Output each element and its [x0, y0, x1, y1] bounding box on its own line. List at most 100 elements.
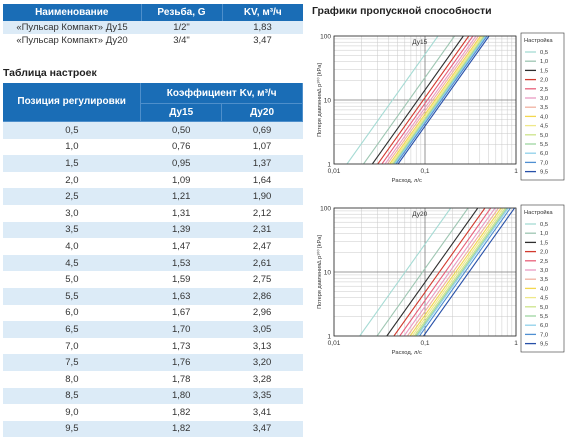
cell-kv-du15: 1,47 — [171, 240, 191, 252]
table-row: 8,0 1,78 3,28 — [3, 371, 303, 388]
cell-kv-du15: 1,82 — [171, 406, 191, 418]
legend-label: 5,5 — [540, 142, 548, 148]
cell-position: 1,0 — [65, 141, 79, 153]
col-kv-group-header: Коэффициент Kv, м³/ч — [140, 83, 303, 104]
cell-kv-du20: 2,96 — [252, 307, 272, 319]
cell-kv-du20: 2,75 — [252, 274, 272, 286]
legend-label: 3,5 — [540, 105, 548, 111]
cell-kv-du15: 0,76 — [171, 141, 191, 153]
x-tick-label: 0,1 — [420, 168, 429, 175]
col-thread-header: Резьба, G — [141, 4, 223, 21]
cell-kv-du20: 3,28 — [252, 373, 272, 385]
cell-kv-du15: 1,70 — [140, 321, 222, 338]
cell-position: 8,5 — [3, 387, 141, 405]
table-row: 4,0 1,47 2,47 — [3, 238, 303, 255]
table-row: «Пульсар Компакт» Ду15 1/2" 1,83 — [3, 21, 303, 34]
col-du20-header: Ду20 — [221, 103, 303, 122]
table-row: 5,5 1,63 2,86 — [3, 287, 303, 305]
x-tick-label: 0,01 — [328, 168, 341, 175]
y-tick-label: 1 — [327, 334, 331, 341]
series-line — [363, 36, 455, 164]
table-row: 7,0 1,73 3,13 — [3, 338, 303, 355]
series-group — [359, 208, 515, 336]
series-line — [393, 208, 486, 336]
legend-label: 2,5 — [540, 259, 548, 265]
table-row: 8,5 1,80 3,35 — [3, 387, 303, 405]
series-line — [392, 36, 485, 164]
table-row: «Пульсар Компакт» Ду20 3/4" 3,47 — [3, 34, 303, 47]
product-table: Наименование Резьба, G KV, м³/ч «Пульсар… — [3, 4, 303, 47]
col-kv-header: KV, м³/ч — [222, 4, 303, 21]
cell-kv-du15: 1,67 — [171, 307, 191, 319]
series-line — [419, 208, 511, 336]
cell-kv-du20: 2,47 — [252, 240, 272, 252]
legend-label: 5,0 — [540, 133, 548, 139]
cell-kv: 3,47 — [253, 35, 272, 46]
x-axis-label: Расход, л/с — [392, 178, 422, 184]
cell-position: 9,0 — [65, 406, 79, 418]
legend-label: 9,5 — [540, 342, 548, 348]
table-row: 2,0 1,09 1,64 — [3, 172, 303, 189]
table-row: 9,0 1,82 3,41 — [3, 404, 303, 421]
cell-kv-du15: 1,78 — [171, 373, 191, 385]
cell-position: 7,5 — [3, 354, 141, 371]
chart-du20: Ду20 0,01 0,1 1 1 10 100 Расход, л/с Потеря давл… — [316, 204, 565, 356]
series-line — [346, 36, 439, 164]
chart-title: Ду20 — [412, 211, 427, 218]
col-name-header: Наименование — [3, 4, 142, 21]
legend-label: 4,0 — [540, 286, 548, 292]
cell-position: 3,0 — [65, 207, 79, 219]
plot-frame — [333, 207, 517, 337]
cell-kv-du15: 1,53 — [140, 254, 222, 272]
series-line — [399, 208, 492, 336]
settings-table-title: Таблица настроек — [3, 67, 97, 79]
cell-kv-du20: 3,47 — [221, 420, 303, 437]
legend-title: Настройка — [524, 209, 553, 216]
legend-label: 5,0 — [540, 305, 548, 311]
legend-label: 4,0 — [540, 114, 548, 120]
cell-kv-du15: 1,09 — [171, 174, 191, 186]
series-line — [393, 36, 486, 164]
cell-kv-du20: 3,35 — [221, 387, 303, 405]
cell-position: 2,5 — [3, 188, 141, 205]
settings-table: Позиция регулировки Коэффициент Kv, м³/ч… — [3, 83, 303, 437]
legend-title: Настройка — [524, 37, 553, 44]
cell-kv-du20: 2,31 — [221, 221, 303, 239]
x-axis-label: Расход, л/с — [392, 350, 422, 356]
table-row: 1,5 0,95 1,37 — [3, 155, 303, 172]
table-row: 9,5 1,82 3,47 — [3, 420, 303, 437]
series-line — [386, 36, 479, 164]
y-tick-label: 1 — [327, 162, 331, 169]
series-line — [394, 36, 487, 164]
y-tick-label: 10 — [324, 270, 332, 277]
legend-label: 4,5 — [540, 296, 548, 302]
y-axis-label: Потеря давления∆ p¹⁰⁰ [kPa] — [316, 63, 323, 137]
cell-kv-du15: 1,76 — [140, 354, 222, 371]
y-axis-label: Потеря давления∆ p¹⁰⁰ [kPa] — [316, 235, 323, 309]
cell-kv-du15: 1,82 — [140, 420, 222, 437]
table-row: 7,5 1,76 3,20 — [3, 354, 303, 371]
cell-position: 6,0 — [65, 307, 79, 319]
cell-kv-du15: 1,63 — [140, 287, 222, 305]
legend-label: 1,0 — [540, 59, 548, 65]
cell-kv-du15: 0,95 — [140, 155, 222, 172]
table-row: 1,0 0,76 1,07 — [3, 139, 303, 156]
x-tick-label: 1 — [514, 340, 518, 347]
col-du15-header: Ду15 — [140, 103, 223, 122]
settings-table-subheader: Ду15 Ду20 — [3, 103, 303, 122]
cell-kv-du20: 1,64 — [252, 174, 272, 186]
legend-label: 1,5 — [540, 240, 548, 246]
table-row: 0,5 0,50 0,69 — [3, 121, 303, 139]
series-group — [346, 36, 490, 164]
cell-position: 4,0 — [65, 240, 79, 252]
legend-label: 0,5 — [540, 50, 548, 56]
x-tick-label: 1 — [514, 168, 518, 175]
cell-kv-du15: 1,73 — [171, 340, 191, 352]
series-line — [397, 36, 490, 164]
cell-kv-du20: 1,90 — [221, 188, 303, 205]
cell-kv-du15: 1,21 — [140, 188, 222, 205]
cell-position: 2,0 — [65, 174, 79, 186]
cell-kv-du15: 1,59 — [171, 274, 191, 286]
legend-label: 7,0 — [540, 332, 548, 338]
series-line — [377, 36, 470, 164]
